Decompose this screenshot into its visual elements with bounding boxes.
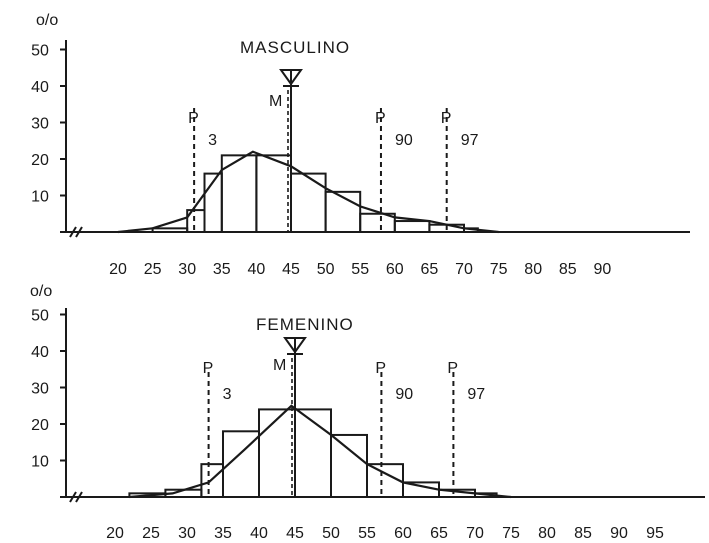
x-tick-label: 95 xyxy=(646,525,664,542)
x-tick-label: 20 xyxy=(106,525,124,542)
percentile-value: 3 xyxy=(223,386,232,403)
x-tick-label: 50 xyxy=(317,261,335,278)
y-axis-unit-label: o/o xyxy=(30,283,52,300)
median-label: M xyxy=(269,93,282,110)
percentile-label: P xyxy=(203,360,214,377)
x-tick-label: 90 xyxy=(610,525,628,542)
median-marker-icon xyxy=(279,69,303,87)
y-axis-unit-label: o/o xyxy=(36,12,58,29)
x-tick-label: 80 xyxy=(538,525,556,542)
y-tick-label: 20 xyxy=(31,417,49,434)
x-tick-label: 30 xyxy=(178,525,196,542)
x-tick-label: 30 xyxy=(178,261,196,278)
x-tick-label: 40 xyxy=(248,261,266,278)
percentile-label: P xyxy=(447,360,458,377)
percentile-value: 97 xyxy=(461,132,479,149)
histogram-bar xyxy=(393,220,431,234)
y-tick-label: 50 xyxy=(31,308,49,325)
x-tick-label: 65 xyxy=(430,525,448,542)
percentile-label: P xyxy=(375,110,386,127)
y-tick-label: 10 xyxy=(31,454,49,471)
x-tick-label: 70 xyxy=(455,261,473,278)
y-tick-label: 20 xyxy=(31,152,49,169)
percentile-label: P xyxy=(188,110,199,127)
x-tick-label: 25 xyxy=(142,525,160,542)
histogram-panel-2: FEMENINO o/o 10 20 30 40 50 20 25 30 35 40 45 50 55 60 6… xyxy=(30,283,705,542)
chart-title: MASCULINO xyxy=(240,38,350,57)
histogram-bar xyxy=(366,463,404,498)
x-tick-label: 45 xyxy=(286,525,304,542)
x-tick-label: 45 xyxy=(282,261,300,278)
x-tick-label: 65 xyxy=(421,261,439,278)
x-tick-label: 25 xyxy=(144,261,162,278)
percentile-label: P xyxy=(375,360,386,377)
x-tick-label: 35 xyxy=(214,525,232,542)
x-tick-label: 85 xyxy=(559,261,577,278)
percentile-label: P xyxy=(441,110,452,127)
histogram-bar xyxy=(255,154,292,234)
chart-title: FEMENINO xyxy=(256,315,354,334)
percentile-value: 3 xyxy=(208,132,217,149)
histogram-panel-1: MASCULINO o/o 10 20 30 40 50 20 25 30 35 40 45 50 55 60… xyxy=(31,12,690,278)
percentile-value: 90 xyxy=(395,132,413,149)
distribution-curve xyxy=(129,404,512,499)
x-tick-label: 60 xyxy=(394,525,412,542)
axis-break-mark xyxy=(69,226,83,238)
x-tick-label: 85 xyxy=(574,525,592,542)
histogram-bar xyxy=(330,433,368,499)
axis-break-mark xyxy=(69,491,83,503)
histogram-bar xyxy=(324,190,362,234)
x-tick-label: 40 xyxy=(250,525,268,542)
x-tick-label: 90 xyxy=(594,261,612,278)
median-marker-icon xyxy=(283,337,307,355)
y-tick-label: 30 xyxy=(31,381,49,398)
histogram-bar xyxy=(151,227,189,234)
x-tick-label: 35 xyxy=(213,261,231,278)
x-tick-label: 70 xyxy=(466,525,484,542)
y-tick-label: 50 xyxy=(31,43,49,60)
histogram-bar xyxy=(258,408,296,498)
x-tick-label: 55 xyxy=(358,525,376,542)
x-tick-label: 60 xyxy=(386,261,404,278)
y-tick-label: 10 xyxy=(31,189,49,206)
y-tick-label: 40 xyxy=(31,79,49,96)
x-tick-label: 75 xyxy=(490,261,508,278)
median-label: M xyxy=(273,357,286,374)
histogram-bar xyxy=(290,172,327,234)
percentile-value: 90 xyxy=(395,386,413,403)
distribution-curve xyxy=(117,150,499,234)
y-tick-label: 30 xyxy=(31,116,49,133)
x-tick-label: 80 xyxy=(524,261,542,278)
x-tick-label: 50 xyxy=(322,525,340,542)
percentile-value: 97 xyxy=(467,386,485,403)
x-tick-label: 20 xyxy=(109,261,127,278)
y-tick-label: 40 xyxy=(31,344,49,361)
x-tick-label: 75 xyxy=(502,525,520,542)
x-tick-label: 55 xyxy=(351,261,369,278)
